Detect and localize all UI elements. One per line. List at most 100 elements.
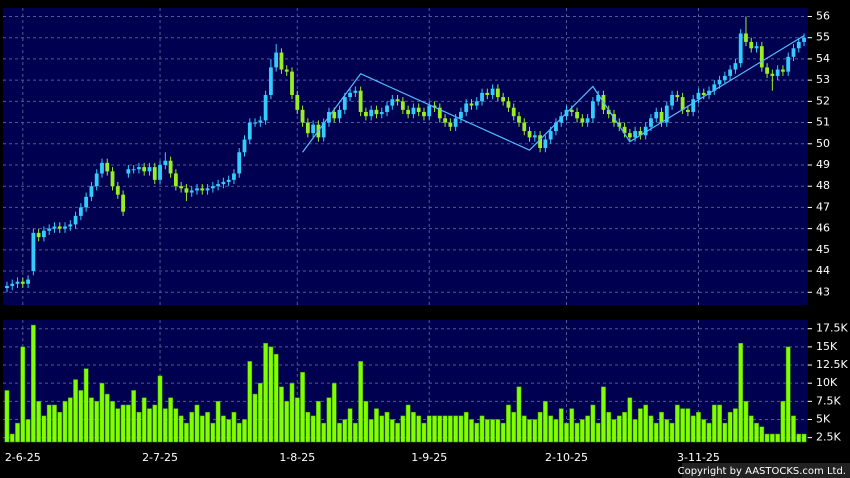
volume-bar [62, 401, 68, 443]
candle-body [543, 139, 548, 149]
candle-body [670, 94, 674, 106]
candle-body [279, 52, 284, 70]
candle-body [686, 109, 690, 112]
candle-body [786, 56, 791, 72]
y-tick-label: 10K [816, 376, 838, 389]
candle-body [84, 196, 89, 208]
candle-body [321, 122, 326, 138]
volume-bar [279, 386, 284, 443]
candle-body [247, 122, 252, 140]
volume-bar [173, 408, 179, 443]
candle-body [643, 126, 648, 136]
candle-body [42, 230, 46, 238]
y-tick-label: 56 [816, 9, 830, 22]
candle-body [10, 283, 15, 286]
volume-bar [717, 404, 722, 443]
volume-bar [748, 415, 754, 443]
volume-bar [157, 375, 163, 443]
volume-bar [147, 408, 152, 443]
volume-bar [426, 415, 432, 443]
volume-bar [453, 415, 459, 443]
candle-body [295, 94, 300, 110]
candle-body [495, 88, 500, 98]
candle-body [722, 75, 727, 81]
volume-bar [231, 411, 237, 443]
candle-body [649, 118, 653, 127]
candle-body [110, 171, 115, 187]
zigzag-line [302, 35, 805, 153]
volume-bar [706, 422, 712, 443]
volume-bar [521, 415, 527, 443]
volume-bar [78, 390, 84, 443]
candle-body [137, 167, 141, 170]
volume-bar [73, 379, 78, 443]
candle-body [554, 122, 558, 132]
volume-bar [421, 422, 427, 443]
x-tick-label: 2-10-25 [545, 451, 588, 464]
volume-bar [368, 419, 374, 443]
volume-bar [791, 415, 796, 443]
volume-bar [511, 411, 517, 443]
candle-body [73, 215, 78, 225]
candle-body [57, 226, 62, 229]
candle-body [152, 167, 157, 180]
volume-bar [553, 419, 559, 443]
candle-body [342, 97, 347, 110]
volume-bar [400, 415, 406, 443]
price-panel [3, 8, 808, 305]
volume-bar [796, 433, 802, 443]
volume-bar [770, 433, 775, 443]
volume-bar [622, 411, 627, 443]
y-tick-label: 44 [816, 264, 830, 277]
candle-body [173, 173, 178, 187]
candle-body [20, 281, 25, 284]
volume-bar [579, 419, 585, 443]
candle-body [411, 107, 416, 115]
candle-body [485, 92, 490, 95]
candle-body [733, 63, 738, 70]
volume-bar [574, 422, 580, 443]
candle-body [654, 111, 659, 119]
candle-body [627, 133, 632, 138]
candle-body [712, 84, 717, 91]
volume-bar [194, 404, 200, 443]
y-tick-label: 7.5K [816, 394, 841, 407]
candle-body [274, 52, 279, 68]
candle-body [168, 160, 173, 174]
volume-bar [659, 411, 664, 443]
volume-bar [67, 397, 73, 443]
volume-bar [595, 422, 601, 443]
candle-body [775, 69, 780, 76]
candle-body [590, 101, 595, 119]
candle-body [796, 41, 801, 49]
y-tick-label: 15K [816, 340, 838, 353]
volume-bar [379, 415, 385, 443]
candle-body [422, 111, 426, 117]
volume-bar [374, 408, 379, 443]
volume-bar [685, 408, 691, 443]
volume-bar [506, 404, 511, 443]
volume-bar [389, 419, 395, 443]
volume-bar [131, 390, 137, 443]
y-tick-label: 51 [816, 116, 830, 129]
volume-bar [711, 404, 717, 443]
volume-bar [115, 408, 121, 443]
volume-bar [785, 346, 791, 443]
volume-bar [316, 401, 321, 443]
volume-bar [257, 382, 263, 443]
volume-bar [168, 397, 173, 443]
volume-bar [141, 397, 147, 443]
y-tick-label: 52 [816, 94, 830, 107]
y-tick-label: 45 [816, 243, 830, 256]
volume-bar [337, 422, 342, 443]
volume-bar [226, 419, 232, 443]
volume-bar [199, 415, 205, 443]
volume-bar [384, 411, 390, 443]
candle-body [284, 69, 289, 72]
y-tick-label: 2.5K [816, 431, 841, 444]
volume-bar [273, 353, 279, 443]
candle-body [258, 120, 263, 123]
candle-body [226, 179, 231, 182]
volume-bar [722, 422, 728, 443]
candle-body [100, 162, 104, 174]
